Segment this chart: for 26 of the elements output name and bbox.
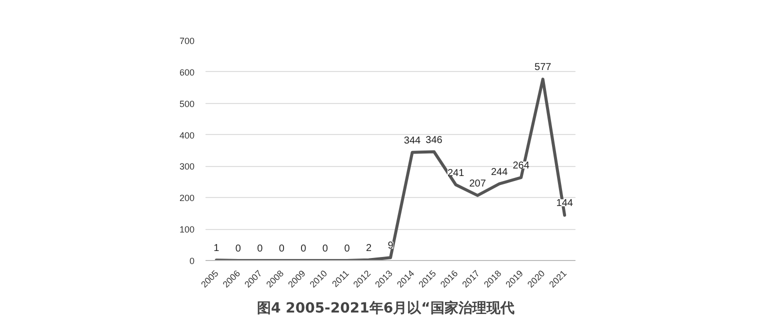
data-label: 264 (512, 160, 530, 172)
data-label: 344 (404, 135, 422, 146)
y-tick-label: 100 (179, 224, 195, 235)
data-label: 241 (447, 168, 465, 179)
data-label: 0 (257, 244, 264, 254)
y-tick-label: 400 (179, 130, 195, 140)
data-label: 0 (235, 244, 242, 254)
data-label: 346 (426, 134, 443, 146)
y-tick-label: 300 (179, 162, 195, 172)
y-tick-label: 200 (179, 193, 195, 204)
data-label: 0 (344, 244, 350, 254)
data-label: 1 (214, 243, 220, 254)
data-label: 0 (300, 244, 307, 254)
data-label: 207 (469, 178, 486, 190)
y-tick-label: 700 (179, 36, 195, 46)
data-label: 0 (322, 244, 328, 254)
data-label: 9 (388, 240, 394, 252)
y-tick-label: 600 (179, 67, 195, 78)
data-label: 577 (534, 62, 552, 74)
data-label: 2 (366, 242, 372, 254)
text: 图4 2005-2021年6月以“国家治理现代 (256, 300, 514, 316)
y-tick-label: 0 (189, 256, 195, 266)
data-label: 244 (490, 166, 508, 178)
data-label: 144 (556, 198, 574, 210)
data-label: 0 (278, 244, 285, 254)
y-tick-label: 500 (179, 98, 195, 109)
